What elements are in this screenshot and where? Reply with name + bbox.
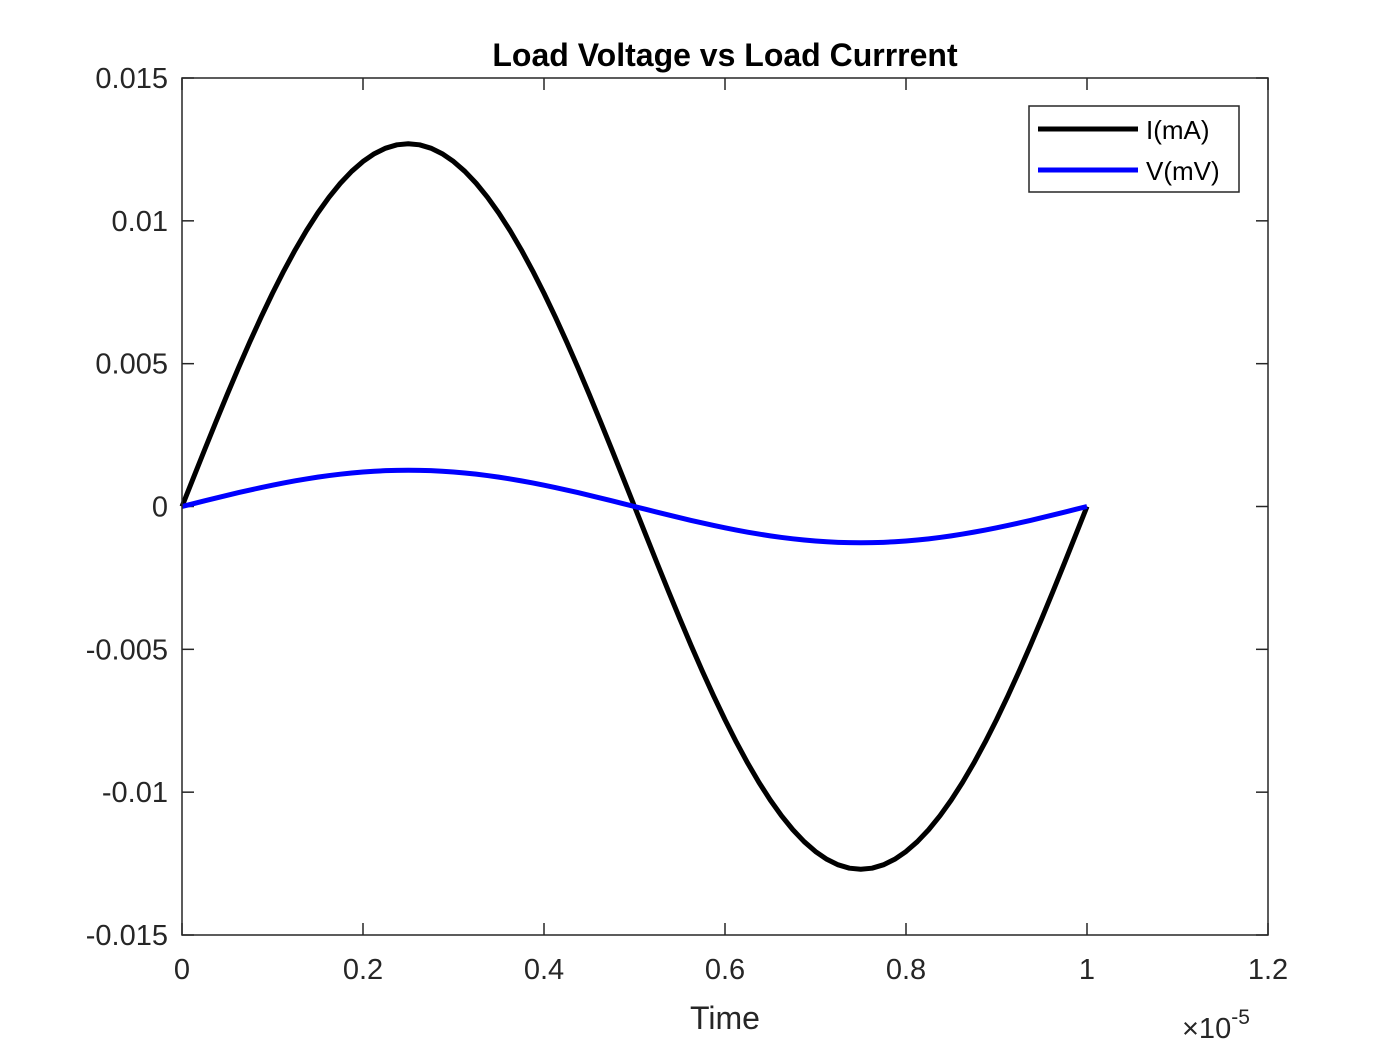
tick-labels: 0 0.2 0.4 0.6 0.8 1 1.2 0.015 0.01 0.005 0 -0.005 -0…	[86, 63, 1288, 986]
y-tick-label: -0.015	[86, 920, 168, 952]
y-tick-label: 0.015	[95, 63, 168, 95]
x-axis-exponent: ×10-5	[1182, 1006, 1250, 1045]
legend-box	[1028, 105, 1240, 193]
chart-title: Load Voltage vs Load Currrent	[492, 37, 958, 73]
x-tick-label: 0.4	[524, 954, 564, 986]
x-axis-exponent-power: -5	[1231, 1006, 1250, 1029]
x-tick-label: 0.8	[886, 954, 926, 986]
x-axis-label: Time	[690, 1000, 760, 1036]
legend: I(mA) V(mV)	[1028, 105, 1240, 193]
legend-label-v-mv: V(mV)	[1146, 156, 1220, 186]
legend-label-i-ma: I(mA)	[1146, 115, 1210, 145]
y-tick-label: 0.005	[95, 349, 168, 381]
y-tick-label: 0.01	[112, 206, 168, 238]
svg-text:×10-5: ×10-5	[1182, 1006, 1250, 1045]
plot-area-border	[181, 77, 1269, 936]
y-tick-label: -0.005	[86, 634, 168, 666]
x-tick-label: 0	[174, 954, 190, 986]
y-tick-label: 0	[152, 492, 168, 524]
x-tick-label: 0.6	[705, 954, 745, 986]
x-tick-label: 1	[1079, 954, 1095, 986]
x-tick-label: 1.2	[1248, 954, 1288, 986]
series-lines	[179, 141, 1090, 872]
y-tick-label: -0.01	[102, 777, 168, 809]
x-axis-exponent-base: ×10	[1182, 1013, 1231, 1045]
x-tick-label: 0.2	[343, 954, 383, 986]
